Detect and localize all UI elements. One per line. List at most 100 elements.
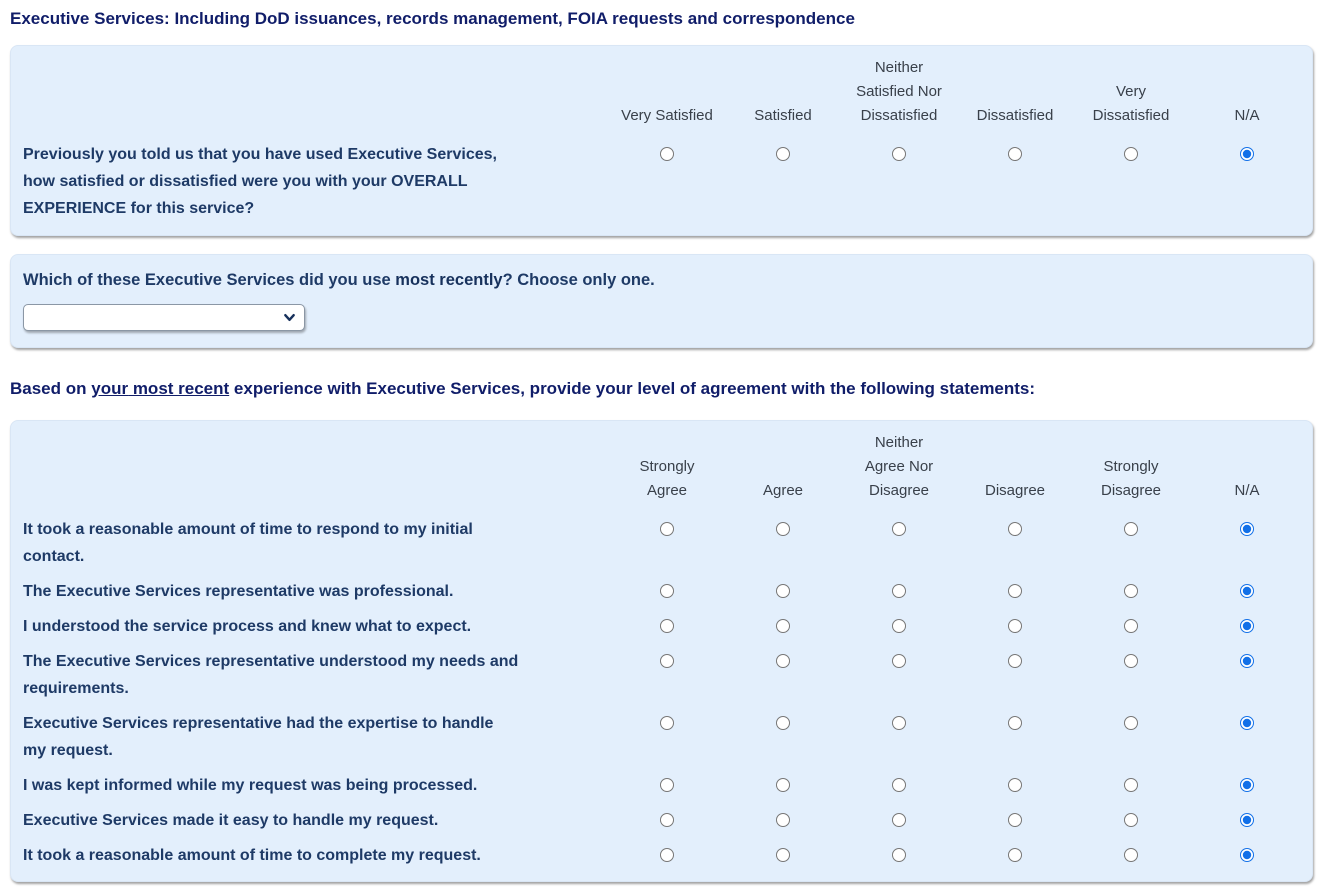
column-header-very-dissatisfied: Very Dissatisfied	[1092, 83, 1170, 124]
radio-disagree[interactable]	[1008, 716, 1022, 730]
column-header-agree: Agree	[762, 482, 804, 499]
column-header-na: N/A	[1234, 482, 1260, 499]
radio-neither-agree-nor-disagree[interactable]	[892, 716, 906, 730]
service-select[interactable]	[23, 304, 305, 331]
satisfaction-matrix-header: Very Satisfied Satisfied Neither Satisfi…	[23, 56, 1304, 129]
radio-strongly-agree[interactable]	[660, 778, 674, 792]
heading-suffix: experience with Executive Services, prov…	[229, 379, 1036, 398]
question-bold-part: most recently	[395, 271, 503, 289]
statement-text: Executive Services representative had th…	[23, 715, 494, 759]
radio-agree[interactable]	[776, 522, 790, 536]
column-header-strongly-agree: Strongly Agree	[639, 458, 695, 499]
radio-na[interactable]	[1240, 584, 1254, 598]
radio-agree[interactable]	[776, 584, 790, 598]
statement-text: I was kept informed while my request was…	[23, 777, 478, 794]
radio-neither-satisfied-nor-dissatisfied[interactable]	[892, 147, 906, 161]
radio-strongly-agree[interactable]	[660, 813, 674, 827]
radio-neither-agree-nor-disagree[interactable]	[892, 619, 906, 633]
radio-na[interactable]	[1240, 654, 1254, 668]
statement-text: The Executive Services representative un…	[23, 653, 519, 697]
radio-strongly-agree[interactable]	[660, 584, 674, 598]
column-header-neither-satisfied: Neither Satisfied Nor Dissatisfied	[856, 59, 942, 124]
column-header-satisfied: Satisfied	[754, 107, 812, 124]
radio-neither-agree-nor-disagree[interactable]	[892, 848, 906, 862]
radio-neither-agree-nor-disagree[interactable]	[892, 584, 906, 598]
statement-row: It took a reasonable amount of time to r…	[23, 516, 1304, 570]
radio-disagree[interactable]	[1008, 584, 1022, 598]
radio-disagree[interactable]	[1008, 619, 1022, 633]
radio-neither-agree-nor-disagree[interactable]	[892, 522, 906, 536]
recent-service-panel: Which of these Executive Services did yo…	[10, 254, 1313, 348]
agreement-matrix-panel: Strongly Agree Agree Neither Agree Nor D…	[10, 420, 1313, 882]
radio-strongly-disagree[interactable]	[1124, 848, 1138, 862]
statement-row: The Executive Services representative un…	[23, 648, 1304, 702]
column-header-neither-agree: Neither Agree Nor Disagree	[864, 434, 934, 499]
radio-na[interactable]	[1240, 522, 1254, 536]
radio-strongly-disagree[interactable]	[1124, 522, 1138, 536]
radio-strongly-agree[interactable]	[660, 716, 674, 730]
radio-neither-agree-nor-disagree[interactable]	[892, 654, 906, 668]
column-header-dissatisfied: Dissatisfied	[976, 107, 1054, 124]
satisfaction-question-row: Previously you told us that you have use…	[23, 141, 1304, 222]
radio-strongly-agree[interactable]	[660, 522, 674, 536]
column-header-na: N/A	[1234, 107, 1260, 124]
radio-disagree[interactable]	[1008, 778, 1022, 792]
radio-very-satisfied[interactable]	[660, 147, 674, 161]
statement-row: I understood the service process and kne…	[23, 613, 1304, 640]
statement-row: Executive Services made it easy to handl…	[23, 807, 1304, 834]
heading-underline-regular: most recent	[128, 379, 230, 398]
radio-strongly-disagree[interactable]	[1124, 813, 1138, 827]
heading-prefix: Based on	[10, 379, 92, 398]
radio-na[interactable]	[1240, 147, 1254, 161]
agreement-section-heading: Based on your most recent experience wit…	[10, 377, 1315, 401]
statement-text: The Executive Services representative wa…	[23, 583, 454, 600]
radio-neither-agree-nor-disagree[interactable]	[892, 813, 906, 827]
radio-na[interactable]	[1240, 848, 1254, 862]
recent-service-question: Which of these Executive Services did yo…	[23, 267, 1304, 293]
radio-disagree[interactable]	[1008, 654, 1022, 668]
radio-na[interactable]	[1240, 813, 1254, 827]
radio-disagree[interactable]	[1008, 813, 1022, 827]
radio-strongly-disagree[interactable]	[1124, 778, 1138, 792]
question-suffix: ? Choose only one.	[502, 271, 655, 289]
statement-row: Executive Services representative had th…	[23, 710, 1304, 764]
radio-strongly-agree[interactable]	[660, 619, 674, 633]
radio-agree[interactable]	[776, 778, 790, 792]
statement-text: It took a reasonable amount of time to c…	[23, 847, 481, 864]
radio-agree[interactable]	[776, 654, 790, 668]
radio-na[interactable]	[1240, 778, 1254, 792]
agreement-matrix-header: Strongly Agree Agree Neither Agree Nor D…	[23, 431, 1304, 504]
radio-na[interactable]	[1240, 716, 1254, 730]
column-header-very-satisfied: Very Satisfied	[621, 107, 713, 124]
statement-text: It took a reasonable amount of time to r…	[23, 521, 473, 565]
radio-strongly-disagree[interactable]	[1124, 716, 1138, 730]
radio-strongly-agree[interactable]	[660, 848, 674, 862]
radio-strongly-disagree[interactable]	[1124, 654, 1138, 668]
page-title: Executive Services: Including DoD issuan…	[10, 9, 855, 28]
satisfaction-question-text: Previously you told us that you have use…	[23, 146, 497, 217]
radio-na[interactable]	[1240, 619, 1254, 633]
radio-dissatisfied[interactable]	[1008, 147, 1022, 161]
statement-row: The Executive Services representative wa…	[23, 578, 1304, 605]
radio-agree[interactable]	[776, 716, 790, 730]
radio-agree[interactable]	[776, 848, 790, 862]
radio-disagree[interactable]	[1008, 522, 1022, 536]
radio-satisfied[interactable]	[776, 147, 790, 161]
heading-underline-bold: your	[91, 379, 129, 398]
column-header-strongly-disagree: Strongly Disagree	[1100, 458, 1162, 499]
radio-agree[interactable]	[776, 619, 790, 633]
radio-strongly-agree[interactable]	[660, 654, 674, 668]
service-select-wrap	[23, 304, 305, 331]
radio-strongly-disagree[interactable]	[1124, 584, 1138, 598]
statement-text: I understood the service process and kne…	[23, 618, 472, 635]
radio-very-dissatisfied[interactable]	[1124, 147, 1138, 161]
radio-disagree[interactable]	[1008, 848, 1022, 862]
satisfaction-matrix-panel: Very Satisfied Satisfied Neither Satisfi…	[10, 45, 1313, 236]
statement-row: I was kept informed while my request was…	[23, 772, 1304, 799]
question-prefix: Which of these Executive Services did yo…	[23, 271, 396, 289]
radio-neither-agree-nor-disagree[interactable]	[892, 778, 906, 792]
statement-row: It took a reasonable amount of time to c…	[23, 842, 1304, 869]
radio-strongly-disagree[interactable]	[1124, 619, 1138, 633]
radio-agree[interactable]	[776, 813, 790, 827]
